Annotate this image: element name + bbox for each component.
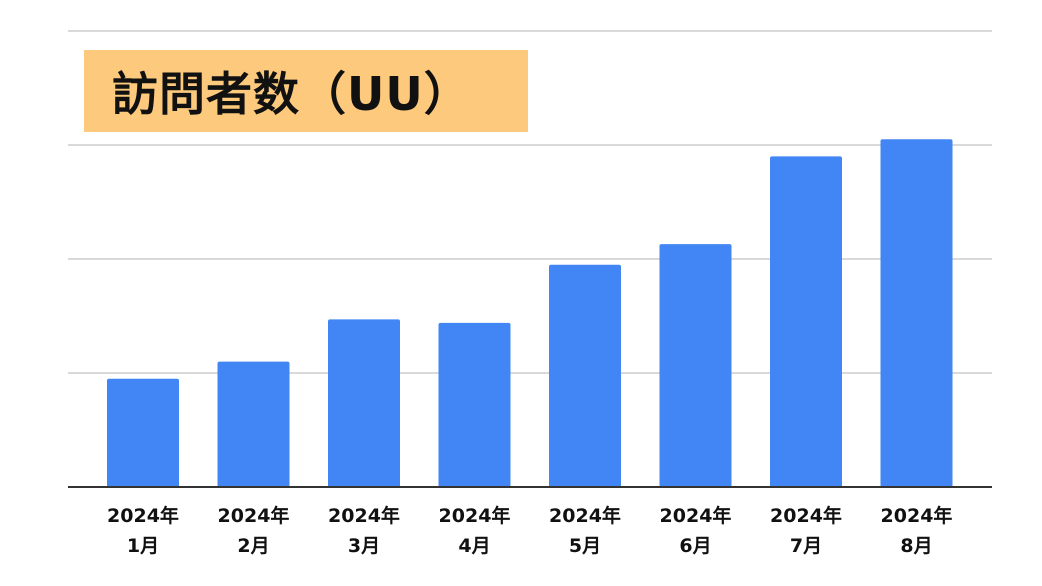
chart-title-box: 訪問者数（UU）: [84, 50, 528, 132]
bar: [549, 264, 621, 487]
bars: [107, 139, 953, 488]
x-tick-label: 2024年 3月: [328, 504, 400, 557]
bar: [659, 244, 732, 487]
bar: [880, 139, 953, 488]
x-tick-label: 2024年 1月: [107, 504, 179, 557]
grid-lines: [68, 30, 992, 374]
x-tick-label: 2024年 5月: [549, 504, 621, 557]
bar: [770, 156, 842, 487]
x-tick-label: 2024年 8月: [881, 504, 953, 557]
x-tick-label: 2024年 6月: [660, 504, 732, 557]
bar: [328, 319, 400, 487]
x-tick-label: 2024年 2月: [218, 504, 290, 557]
bar: [107, 378, 179, 487]
x-tick-label: 2024年 7月: [770, 504, 842, 557]
bar: [217, 361, 290, 487]
x-tick-labels: 2024年 1月 2024年 2月 2024年 3月 2024年 4月 2024年 5月 2024年…: [107, 504, 952, 557]
chart-title: 訪問者数（UU）: [112, 67, 471, 121]
x-tick-label: 2024年 4月: [439, 504, 511, 557]
bar: [438, 322, 511, 487]
